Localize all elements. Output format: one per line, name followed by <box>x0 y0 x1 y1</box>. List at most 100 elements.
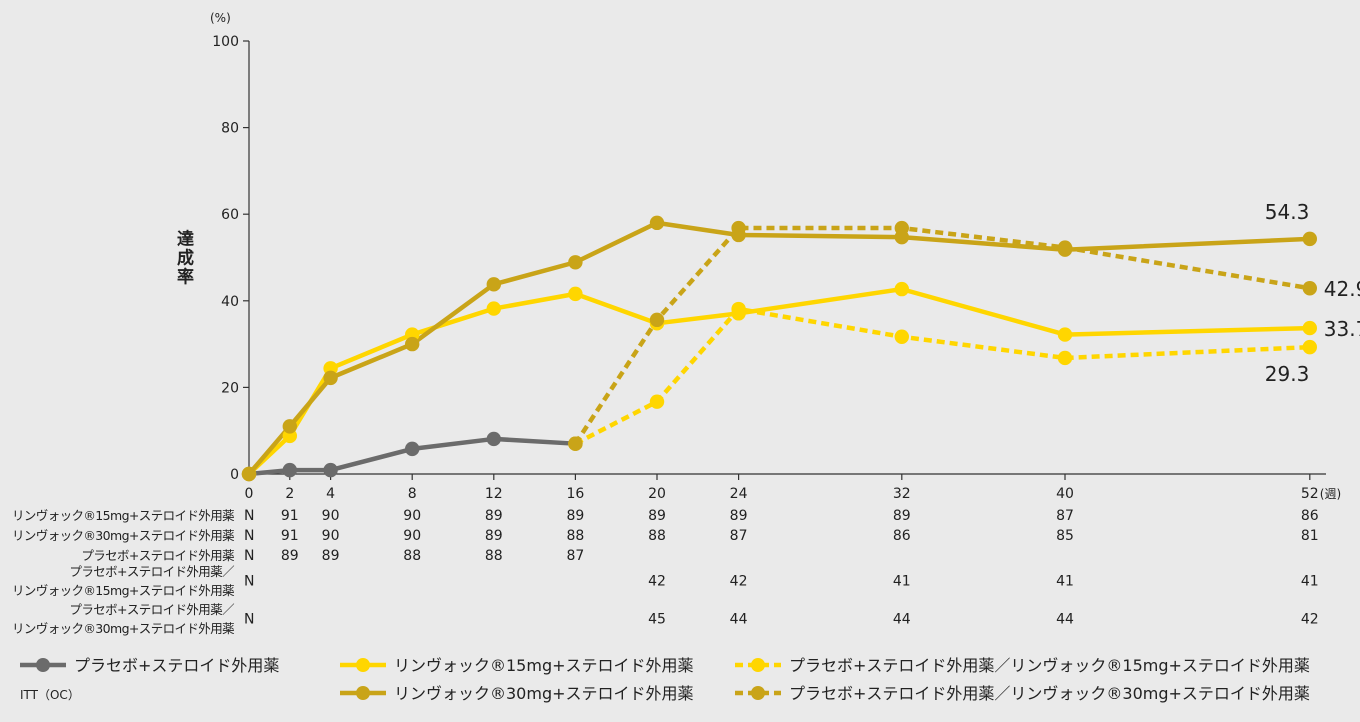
y-tick-label: 20 <box>221 380 239 396</box>
data-point <box>1057 240 1073 255</box>
data-point <box>894 281 909 297</box>
n-row-label: リンヴォック®15mg+ステロイド外用薬 <box>12 508 235 523</box>
end-value-label: 54.3 <box>1265 200 1310 224</box>
n-symbol: N <box>244 508 254 524</box>
n-value: 88 <box>648 528 666 544</box>
legend-item: プラセボ+ステロイド外用薬／リンヴォック®15mg+ステロイド外用薬 <box>735 656 1310 675</box>
n-value: 41 <box>1301 574 1319 590</box>
n-value: 42 <box>730 574 748 590</box>
n-value: 85 <box>1056 528 1074 544</box>
data-point <box>568 255 583 270</box>
n-value: 88 <box>485 548 503 564</box>
n-value: 89 <box>566 508 584 524</box>
n-value: 91 <box>281 508 299 524</box>
x-tick-label: 0 <box>245 486 254 502</box>
n-row-label: プラセボ+ステロイド外用薬／ <box>69 564 235 579</box>
data-point <box>568 436 583 451</box>
y-tick-label: 0 <box>230 467 239 483</box>
end-value-label: 42.9 <box>1324 277 1360 301</box>
data-point <box>323 370 338 386</box>
n-value: 89 <box>281 548 299 564</box>
x-tick-label: 20 <box>648 486 666 502</box>
n-value: 42 <box>648 574 666 590</box>
data-point <box>282 419 297 434</box>
n-row-label: リンヴォック®15mg+ステロイド外用薬 <box>12 583 235 598</box>
n-symbol: N <box>244 612 254 628</box>
end-value-label: 33.7 <box>1324 317 1360 341</box>
data-point <box>405 441 420 457</box>
legend-label: プラセボ+ステロイド外用薬 <box>74 656 279 675</box>
legend: プラセボ+ステロイド外用薬 リンヴォック®15mg+ステロイド外用薬 プラセボ+ステ… <box>20 656 1310 703</box>
series-markers-4 <box>568 220 1318 451</box>
n-row-label: プラセボ+ステロイド外用薬 <box>81 548 235 563</box>
n-value: 89 <box>485 508 503 524</box>
n-value: 90 <box>403 528 421 544</box>
x-tick-label: 24 <box>730 486 748 502</box>
n-value: 90 <box>322 528 340 544</box>
legend-label: プラセボ+ステロイド外用薬／リンヴォック®30mg+ステロイド外用薬 <box>789 684 1310 703</box>
y-unit-label: (%) <box>210 11 231 25</box>
n-table: リンヴォック®15mg+ステロイド外用薬 N 91 90 90 89 89 89 89 89 87 8… <box>12 508 1319 636</box>
n-value: 87 <box>1056 508 1074 524</box>
n-row-label: プラセボ+ステロイド外用薬／ <box>69 602 235 617</box>
series-line <box>574 306 1310 446</box>
data-point <box>282 462 297 478</box>
n-value: 88 <box>566 528 584 544</box>
legend-item: プラセボ+ステロイド外用薬／リンヴォック®30mg+ステロイド外用薬 <box>735 684 1310 703</box>
data-point <box>1302 320 1318 336</box>
end-value-label: 29.3 <box>1265 362 1310 386</box>
n-row: リンヴォック®15mg+ステロイド外用薬 N 91 90 90 89 89 89 89 89 87 8… <box>12 508 1319 524</box>
legend-item: リンヴォック®30mg+ステロイド外用薬 <box>340 684 694 703</box>
n-value: 89 <box>730 508 748 524</box>
x-tick-label: 4 <box>326 486 335 502</box>
legend-swatch-marker <box>751 658 765 672</box>
n-value: 89 <box>485 528 503 544</box>
data-point <box>241 466 257 482</box>
n-value: 44 <box>730 612 748 628</box>
data-point <box>1302 231 1318 247</box>
n-value: 41 <box>1056 574 1074 590</box>
x-unit-label: (週) <box>1320 487 1341 501</box>
y-tick-label: 80 <box>221 121 239 137</box>
legend-label: プラセボ+ステロイド外用薬／リンヴォック®15mg+ステロイド外用薬 <box>789 656 1310 675</box>
n-symbol: N <box>244 574 254 590</box>
x-tick-label: 16 <box>566 486 584 502</box>
data-point <box>568 286 583 302</box>
n-value: 44 <box>1056 612 1074 628</box>
legend-item: リンヴォック®15mg+ステロイド外用薬 <box>340 656 694 675</box>
y-tick-label: 60 <box>221 207 239 223</box>
data-point <box>894 220 909 236</box>
data-point <box>486 431 501 447</box>
n-row-label: リンヴォック®30mg+ステロイド外用薬 <box>12 621 235 636</box>
data-point <box>1302 281 1318 296</box>
n-symbol: N <box>244 528 254 544</box>
x-tick-label: 32 <box>893 486 911 502</box>
n-value: 90 <box>322 508 340 524</box>
series-markers-3 <box>568 301 1318 451</box>
n-value: 90 <box>403 508 421 524</box>
n-value: 44 <box>893 612 911 628</box>
legend-swatch-marker <box>356 658 370 672</box>
n-symbol: N <box>244 548 254 564</box>
n-value: 42 <box>1301 612 1319 628</box>
legend-swatch-marker <box>36 658 50 672</box>
n-value: 89 <box>893 508 911 524</box>
x-tick-label: 8 <box>408 486 417 502</box>
n-value: 45 <box>648 612 666 628</box>
data-point <box>731 220 746 236</box>
data-point <box>405 336 420 352</box>
data-point <box>649 394 665 409</box>
n-value: 87 <box>566 548 584 564</box>
data-point <box>1057 350 1073 366</box>
series-line <box>573 225 1311 445</box>
n-row-label: リンヴォック®30mg+ステロイド外用薬 <box>12 528 235 543</box>
end-labels: 54.3 42.9 33.7 29.3 <box>1265 200 1360 386</box>
data-point <box>486 277 501 292</box>
data-point <box>1057 327 1073 342</box>
n-value: 89 <box>648 508 666 524</box>
data-point <box>1302 339 1318 355</box>
x-tick-label: 12 <box>485 486 503 502</box>
n-row: プラセボ+ステロイド外用薬／ リンヴォック®30mg+ステロイド外用薬 N 45 44 4… <box>12 602 1319 636</box>
x-tick-label: 2 <box>285 486 294 502</box>
